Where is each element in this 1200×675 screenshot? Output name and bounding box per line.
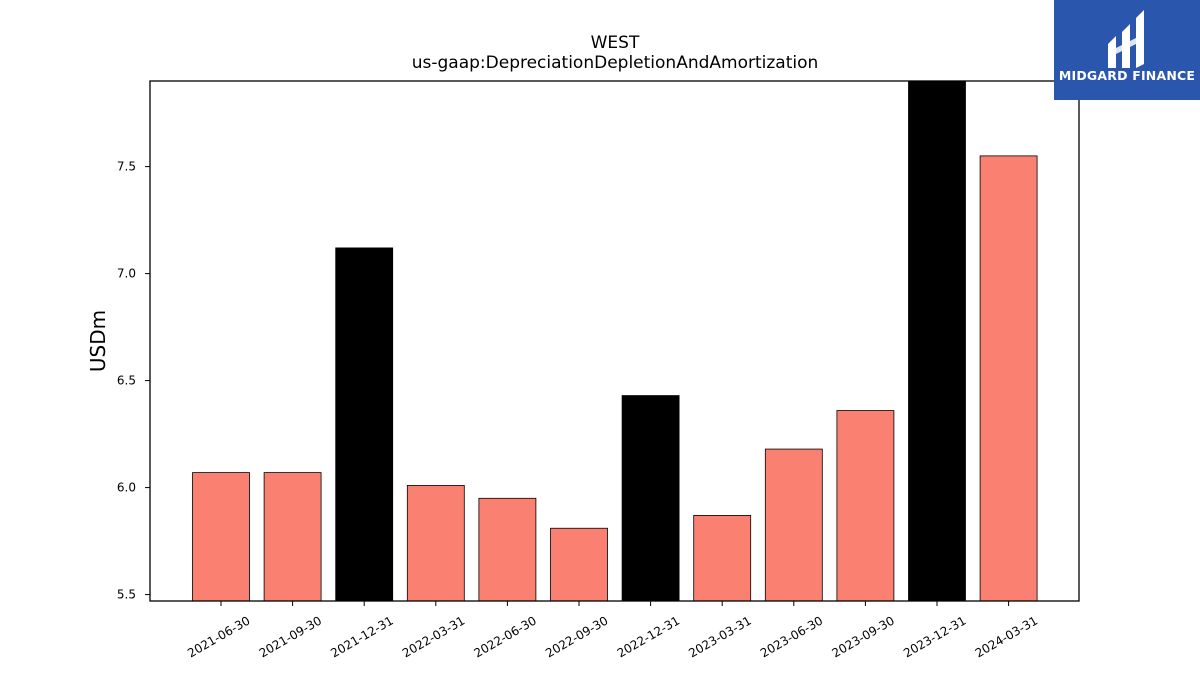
x-tick-label: 2023-09-30 <box>829 613 896 660</box>
bar-2021-06-30 <box>192 472 250 602</box>
chart-subtitle: us-gaap:DepreciationDepletionAndAmortiza… <box>412 53 819 73</box>
y-tick-label: 6.5 <box>117 374 136 388</box>
x-tick-label: 2021-09-30 <box>257 613 324 660</box>
bar-2023-12-31 <box>908 80 966 602</box>
y-tick-label: 6.0 <box>117 481 136 495</box>
chart-title: WEST <box>591 33 640 53</box>
x-tick-label: 2021-12-31 <box>328 613 395 660</box>
x-tick-label: 2022-12-31 <box>615 613 682 660</box>
x-tick-label: 2021-06-30 <box>185 613 252 660</box>
y-tick-label: 7.5 <box>117 160 136 174</box>
plot-frame <box>149 80 1080 602</box>
midgard-logo-icon <box>1108 10 1144 68</box>
bar-2024-03-31 <box>979 155 1038 602</box>
y-tick-label: 7.0 <box>117 267 136 281</box>
bar-2021-12-31 <box>335 247 394 602</box>
bar-2022-09-30 <box>550 527 608 602</box>
bar-2022-03-31 <box>406 485 465 602</box>
x-tick-label: 2022-06-30 <box>471 613 538 660</box>
bar-2022-06-30 <box>478 497 537 602</box>
y-axis-ticks: 5.5 6.0 6.5 7.0 7.5 <box>117 160 150 602</box>
x-tick-label: 2023-12-31 <box>901 613 968 660</box>
y-axis-label: USDm <box>86 310 110 372</box>
x-axis-ticks: 2021-06-30 2021-09-30 2021-12-31 2022-03-31… <box>185 601 1040 660</box>
x-tick-label: 2022-03-31 <box>400 613 467 660</box>
y-tick-label: 5.5 <box>117 588 136 602</box>
x-tick-label: 2024-03-31 <box>973 613 1040 660</box>
bar-2021-09-30 <box>263 472 322 602</box>
bar-2022-12-31 <box>621 395 680 602</box>
logo-text: MIDGARD FINANCE <box>1058 68 1196 83</box>
x-tick-label: 2023-03-31 <box>686 613 753 660</box>
x-tick-label: 2022-09-30 <box>543 613 610 660</box>
bars-group <box>192 80 1038 602</box>
midgard-finance-logo: MIDGARD FINANCE <box>1054 0 1200 100</box>
bar-2023-09-30 <box>836 410 895 602</box>
bar-2023-06-30 <box>764 448 823 602</box>
bar-2023-03-31 <box>693 515 752 602</box>
x-tick-label: 2023-06-30 <box>758 613 825 660</box>
